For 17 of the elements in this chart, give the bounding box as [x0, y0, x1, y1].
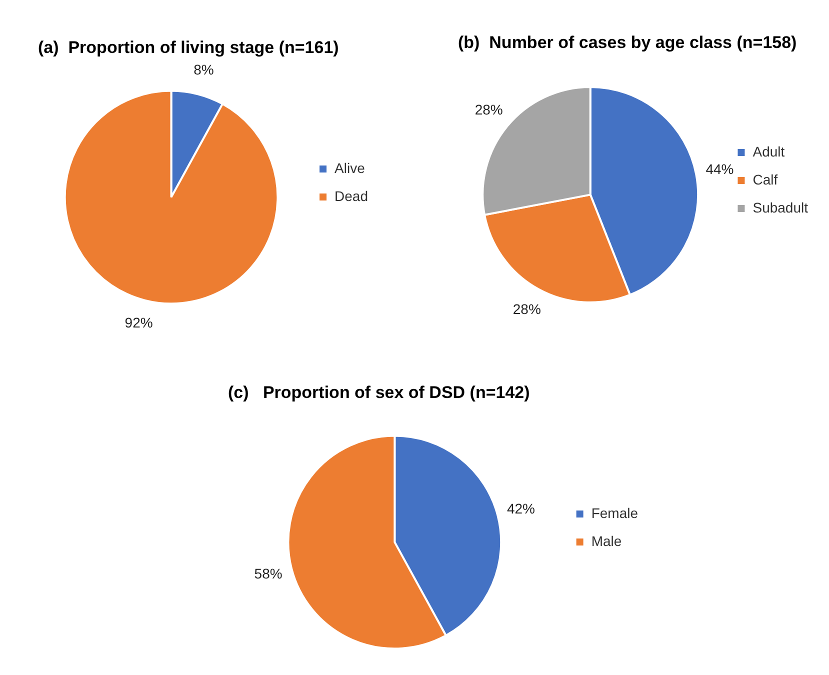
- data-label: 28%: [512, 300, 541, 317]
- legend-label: Female: [591, 504, 638, 521]
- legend-label: Calf: [752, 171, 778, 188]
- chart-title: (b) Number of cases by age class (n=158): [458, 32, 797, 52]
- data-label: 42%: [506, 500, 536, 517]
- data-label: 92%: [124, 314, 153, 330]
- legend-label: Male: [591, 532, 622, 549]
- data-label: 8%: [194, 62, 214, 78]
- data-label: 28%: [474, 102, 503, 118]
- data-label: 44%: [706, 160, 734, 177]
- data-label: 58%: [254, 565, 282, 582]
- legend-label: Alive: [334, 160, 366, 176]
- chart-title: (a) Proportion of living stage (n=161): [38, 38, 339, 57]
- legend-label: Adult: [752, 143, 785, 160]
- legend-label: Subadult: [752, 199, 808, 216]
- legend-label: Dead: [334, 188, 368, 204]
- chart-title: (c) Proportion of sex of DSD (n=142): [228, 382, 530, 402]
